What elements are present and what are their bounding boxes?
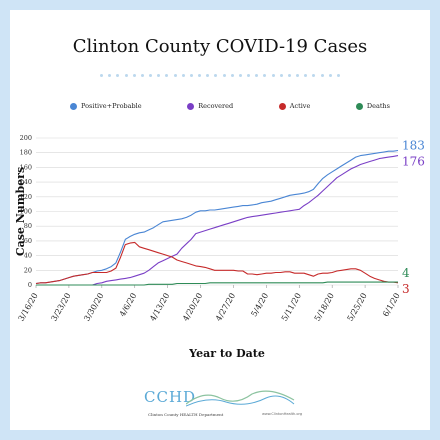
legend-item-deaths: Deaths	[355, 100, 390, 112]
x-tick-label: 3/30/20	[82, 292, 105, 323]
y-tick-label: 0	[28, 281, 32, 289]
legend-dot	[70, 102, 77, 110]
y-tick-label: 80	[24, 222, 32, 230]
x-tick-label: 4/13/20	[148, 292, 171, 323]
x-tick-label: 6/1/20	[381, 292, 402, 319]
y-tick-label: 140	[20, 178, 32, 186]
x-tick-label: 5/18/20	[313, 292, 336, 323]
legend-item-active: Active	[278, 100, 311, 112]
y-tick-label: 100	[20, 208, 32, 216]
legend-item-positive: Positive+Probable	[70, 100, 142, 112]
x-axis-label: Year to Date	[188, 347, 265, 360]
series-end-label: 183	[402, 138, 425, 152]
x-tick-label: 5/11/20	[280, 292, 303, 323]
line-chart: 0 20 40 60 80 100 120 140 160 180 200 3/16/20 3/23/2…	[14, 134, 425, 360]
y-tick-label: 20	[24, 266, 32, 274]
org-name: Clinton County HEALTH Department	[148, 412, 224, 417]
decorative-dots	[100, 72, 340, 78]
series-line-active	[35, 241, 399, 285]
y-tick-label: 60	[24, 237, 32, 245]
chart-card: Clinton County COVID-19 Cases Positive+P…	[10, 10, 430, 430]
x-tick-label: 5/25/20	[346, 292, 369, 323]
legend-dot	[187, 102, 195, 110]
legend-dot	[278, 102, 286, 110]
y-tick-label: 180	[20, 149, 32, 157]
y-tick-label: 160	[20, 163, 32, 171]
legend-label: Positive+Probable	[81, 102, 142, 110]
chart-title: Clinton County COVID-19 Cases	[72, 36, 368, 57]
y-tick-label: 200	[20, 134, 32, 142]
y-axis-label: Case Numbers	[14, 167, 27, 256]
x-tick-label: 5/4/20	[249, 292, 270, 319]
y-tick-label: 120	[20, 193, 32, 201]
legend-dot	[355, 102, 363, 110]
cchd-logo: CCHD	[144, 388, 197, 406]
chart-legend: Positive+Probable Recovered Active Death…	[70, 100, 390, 112]
y-tick-label: 40	[24, 252, 32, 260]
x-tick-label: 3/16/20	[17, 292, 40, 323]
legend-item-recovered: Recovered	[187, 100, 233, 112]
series-line-deaths	[36, 281, 398, 286]
org-url: www.ClintonHealth.org	[262, 412, 303, 416]
series-end-label: 3	[402, 282, 410, 296]
series-end-label: 4	[402, 266, 410, 280]
legend-label: Deaths	[366, 102, 390, 110]
series-line-positive-probable	[35, 149, 399, 285]
x-tick-label: 4/27/20	[214, 292, 237, 323]
x-tick-label: 4/6/20	[118, 292, 139, 319]
series-line-recovered	[36, 155, 399, 286]
x-tick-label: 4/20/20	[181, 292, 204, 323]
legend-label: Active	[289, 102, 311, 110]
x-tick-label: 3/23/20	[49, 292, 72, 323]
mountain-logo-icon	[186, 390, 295, 407]
legend-label: Recovered	[198, 102, 234, 110]
series-end-label: 176	[402, 155, 425, 169]
